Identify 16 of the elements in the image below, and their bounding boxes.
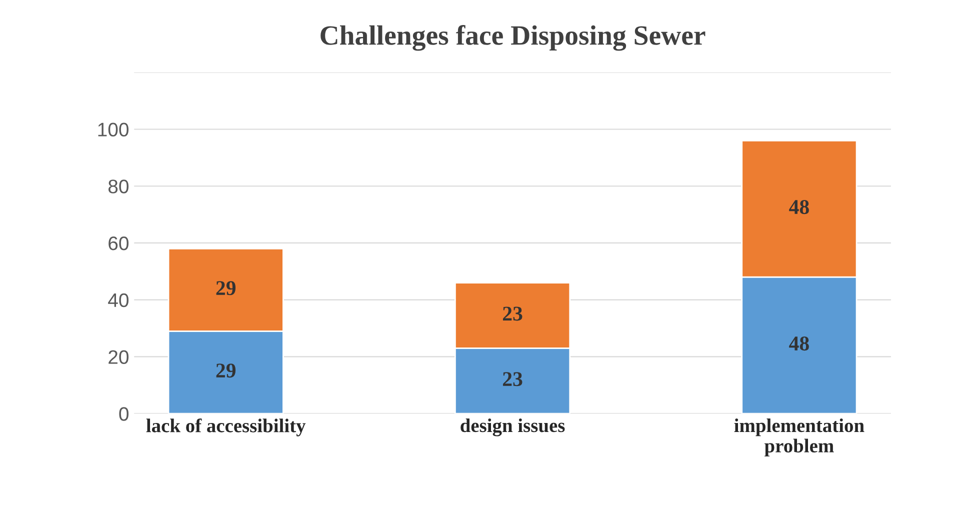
y-tick-label: 0 (119, 407, 128, 421)
data-label: 23 (502, 372, 522, 386)
x-tick-label: lack of accessibility (146, 418, 306, 436)
data-label: 29 (216, 364, 236, 378)
data-label: 48 (789, 200, 809, 214)
y-tick-label: 60 (108, 236, 128, 250)
chart-title: Challenges face Disposing Sewer (320, 25, 706, 51)
data-label: 23 (502, 306, 522, 321)
data-label: 29 (216, 281, 236, 296)
x-tick-label: implementation problem (734, 418, 864, 456)
y-tick-label: 100 (98, 122, 128, 136)
y-tick-label: 40 (108, 293, 128, 308)
y-tick-label: 80 (108, 180, 128, 194)
data-label: 48 (789, 336, 809, 351)
x-tick-label: design issues (460, 418, 565, 436)
y-tick-label: 20 (108, 350, 128, 364)
